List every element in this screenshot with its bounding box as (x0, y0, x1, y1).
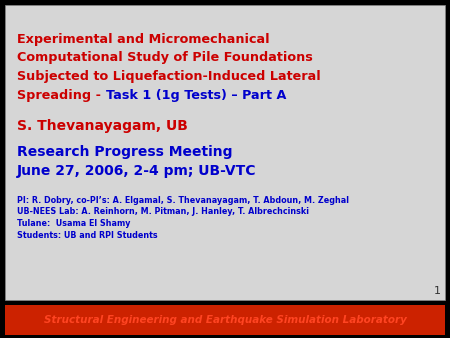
Text: Experimental and Micromechanical: Experimental and Micromechanical (17, 33, 270, 46)
Text: Structural Engineering and Earthquake Simulation Laboratory: Structural Engineering and Earthquake Si… (44, 315, 406, 325)
Bar (5, 305, 445, 335)
Text: S. Thevanayagam, UB: S. Thevanayagam, UB (17, 119, 188, 133)
Text: 1: 1 (434, 286, 441, 296)
Bar (5, 5, 445, 300)
Text: Students: UB and RPI Students: Students: UB and RPI Students (17, 231, 158, 240)
Text: June 27, 2006, 2-4 pm; UB-VTC: June 27, 2006, 2-4 pm; UB-VTC (17, 164, 256, 177)
Text: Subjected to Liquefaction-Induced Lateral: Subjected to Liquefaction-Induced Latera… (17, 70, 321, 83)
Text: Task 1 (1g Tests) – Part A: Task 1 (1g Tests) – Part A (105, 89, 286, 101)
Text: Research Progress Meeting: Research Progress Meeting (17, 145, 233, 159)
Text: PI: R. Dobry, co-PI’s: A. Elgamal, S. Thevanayagam, T. Abdoun, M. Zeghal: PI: R. Dobry, co-PI’s: A. Elgamal, S. Th… (17, 196, 349, 205)
Text: Spreading -: Spreading - (17, 89, 105, 101)
Text: UB-NEES Lab: A. Reinhorn, M. Pitman, J. Hanley, T. Albrechcinski: UB-NEES Lab: A. Reinhorn, M. Pitman, J. … (17, 208, 309, 217)
Text: Computational Study of Pile Foundations: Computational Study of Pile Foundations (17, 51, 313, 65)
Text: Tulane:  Usama El Shamy: Tulane: Usama El Shamy (17, 219, 130, 228)
